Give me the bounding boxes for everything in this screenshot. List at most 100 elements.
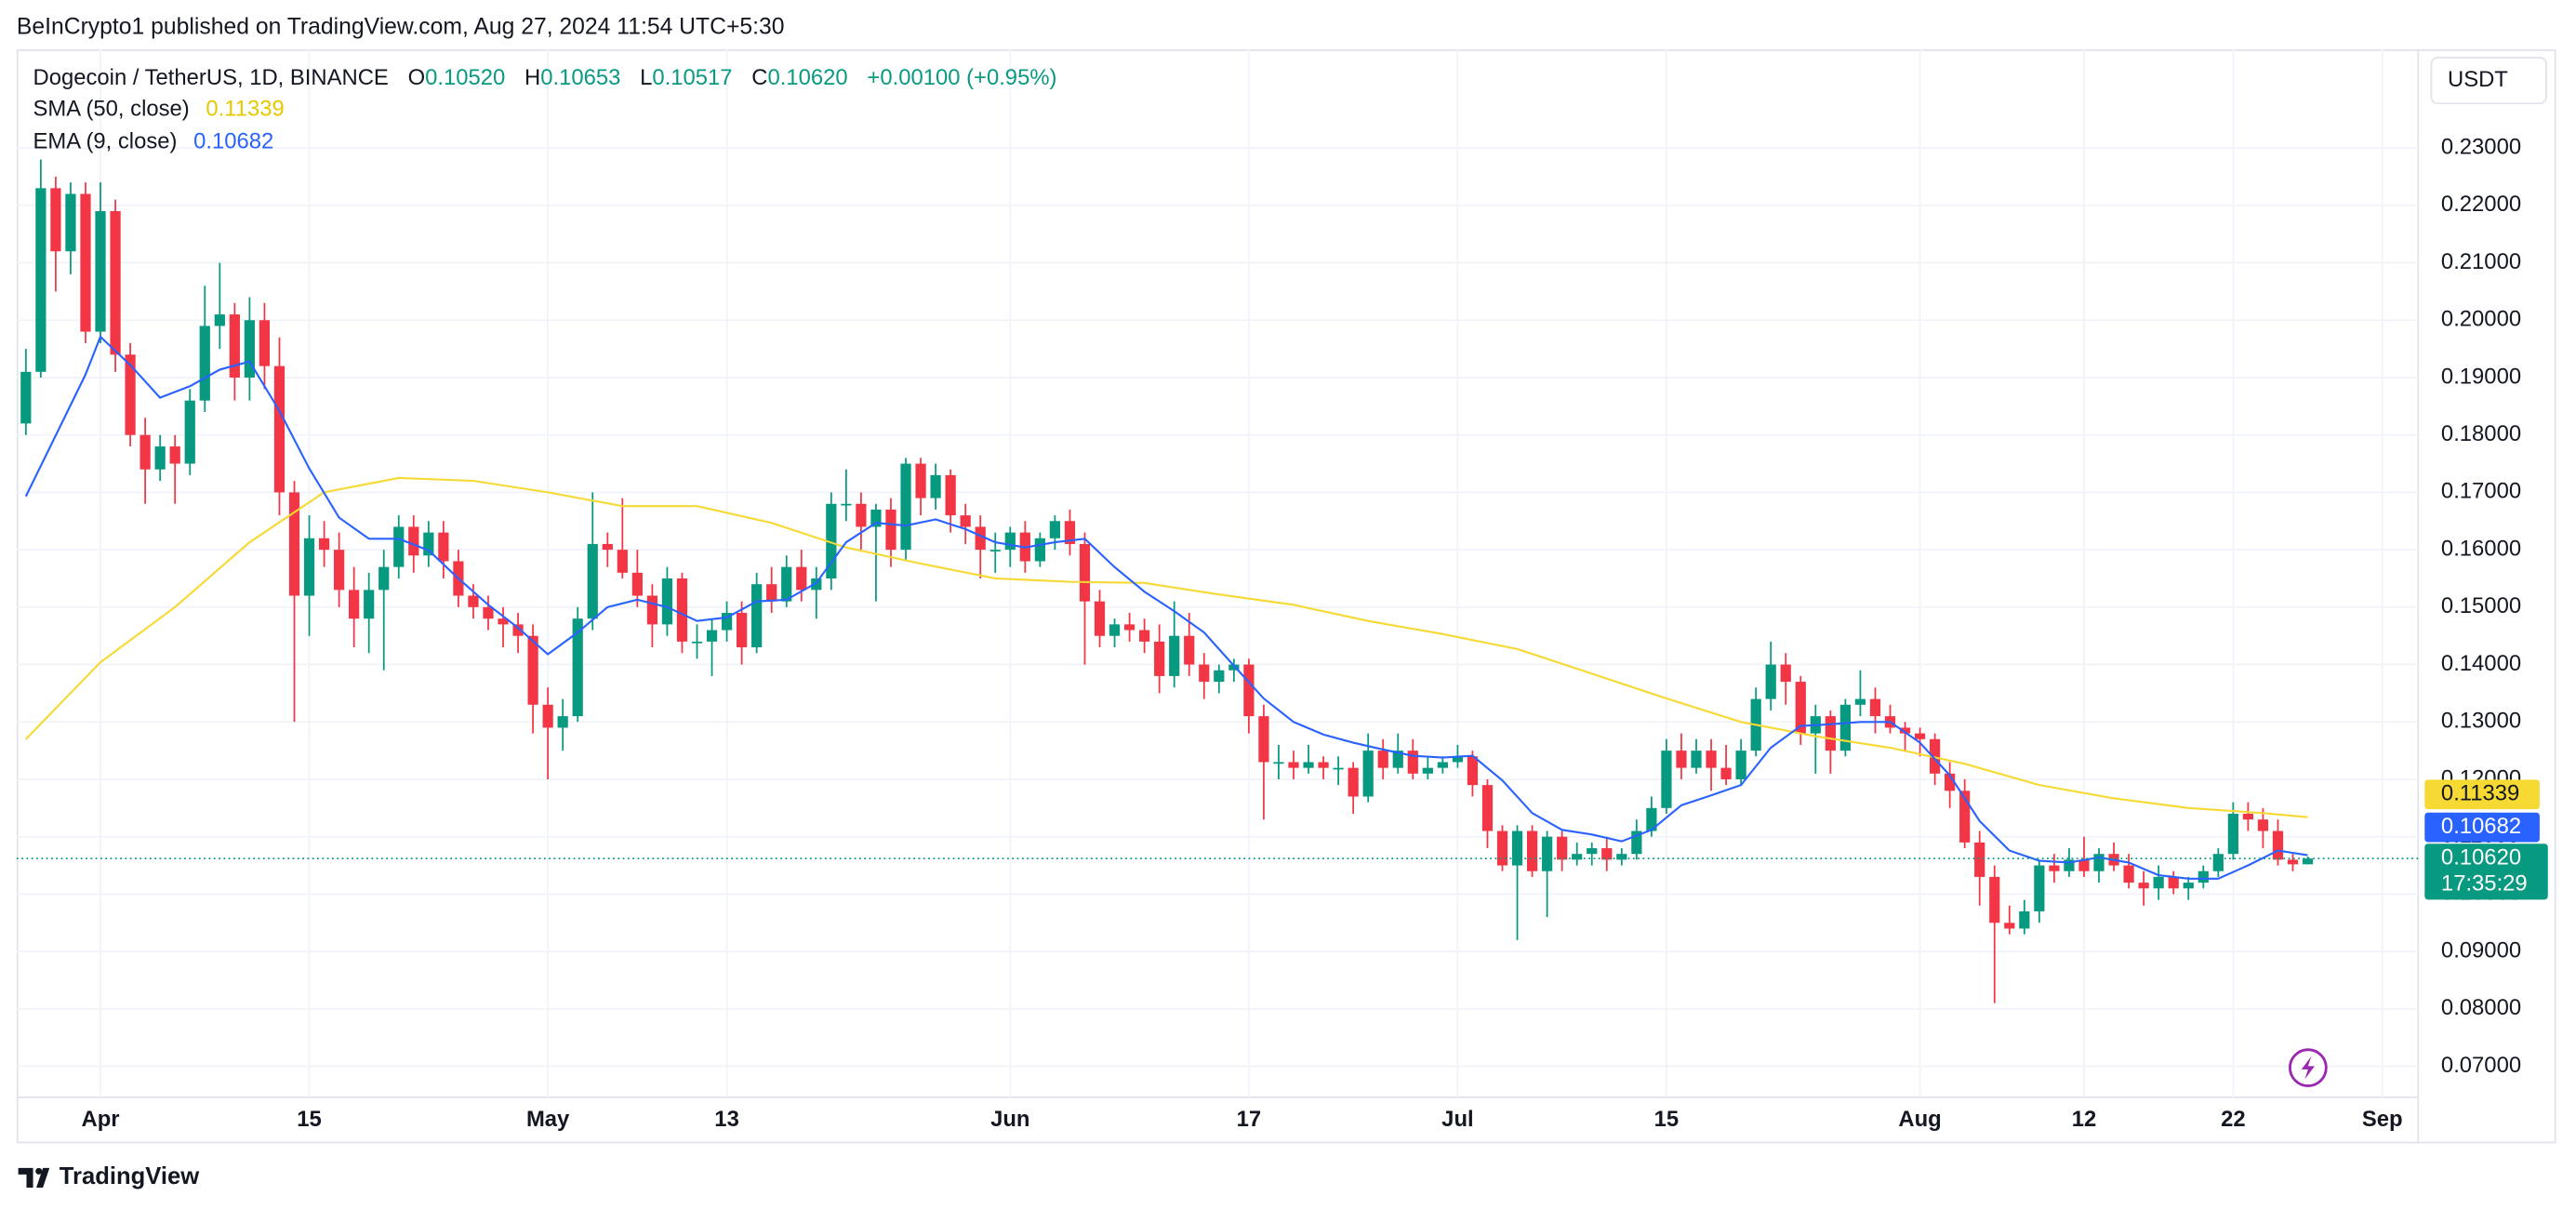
candle-body <box>2123 865 2134 884</box>
candle-body <box>900 463 911 551</box>
candle-body <box>1572 854 1583 860</box>
candle-body <box>2138 883 2149 889</box>
candle-body <box>870 509 882 527</box>
candle-body <box>1407 751 1418 774</box>
candle-body <box>1228 664 1240 671</box>
candle-body <box>199 326 210 401</box>
candle-body <box>393 526 405 567</box>
candle-body <box>1557 836 1568 860</box>
y-tick-label: 0.09000 <box>2441 937 2521 963</box>
l-value: 0.10517 <box>652 65 732 90</box>
candle-body <box>1691 751 1702 768</box>
candle-body <box>930 474 941 498</box>
candle-body <box>1839 704 1851 751</box>
candle-body <box>1377 751 1388 768</box>
candle-body <box>303 538 315 596</box>
candle-body <box>1854 698 1866 705</box>
candle-body <box>2019 910 2030 929</box>
candle-body <box>646 595 658 625</box>
overlay-badge-label: 0.11339 <box>2441 781 2519 806</box>
candle-body <box>1109 624 1121 636</box>
candle-body <box>1452 756 1464 763</box>
candle-body <box>1348 767 1359 797</box>
candle-body <box>945 474 956 516</box>
candle-body <box>1199 664 1210 683</box>
candle-body <box>1467 756 1479 786</box>
candle-body <box>631 572 643 596</box>
y-tick-label: 0.07000 <box>2441 1053 2521 1078</box>
x-tick-label: 15 <box>297 1107 322 1132</box>
brand: TradingView <box>60 1163 199 1189</box>
candle-body <box>1437 762 1448 768</box>
y-tick-label: 0.19000 <box>2441 364 2521 389</box>
candle-body <box>229 314 240 378</box>
y-tick-label: 0.15000 <box>2441 593 2521 618</box>
y-tick-label: 0.21000 <box>2441 249 2521 274</box>
candle-body <box>1945 773 1956 791</box>
candle-body <box>50 188 61 252</box>
candle-body <box>1154 641 1165 676</box>
h-value: 0.10653 <box>540 65 620 90</box>
candle-body <box>796 566 807 591</box>
sma-name: SMA (50, close) <box>33 97 190 122</box>
candle-body <box>691 641 703 644</box>
candle-body <box>259 320 271 366</box>
candle-body <box>1049 521 1061 538</box>
candle-body <box>1318 762 1329 768</box>
candle-body <box>781 566 792 602</box>
l: L <box>640 65 652 90</box>
countdown: 17:35:29 <box>2441 871 2528 897</box>
x-tick-label: 13 <box>714 1107 739 1132</box>
candle-body <box>378 566 390 591</box>
candle-body <box>587 543 598 619</box>
candle-body <box>1914 733 1926 739</box>
candle-body <box>169 446 180 464</box>
candle-body <box>1587 848 1598 855</box>
symbol: Dogecoin / TetherUS, 1D, BINANCE <box>33 65 389 90</box>
candle-body <box>602 543 613 551</box>
candle-body <box>2302 858 2314 865</box>
y-tick-label: 0.13000 <box>2441 709 2521 734</box>
candle-body <box>349 590 360 619</box>
currency-button[interactable] <box>2430 56 2547 105</box>
close-badge-label: 0.10620 <box>2441 844 2521 870</box>
candle-body <box>1139 630 1150 642</box>
candle-body <box>2287 859 2299 865</box>
candle-body <box>1392 751 1403 768</box>
candle-body <box>572 618 583 717</box>
candle-body <box>438 532 449 562</box>
o: O <box>408 65 426 90</box>
candle-body <box>527 635 538 705</box>
candle-body <box>65 193 76 252</box>
lightning-icon[interactable] <box>2289 1048 2328 1087</box>
candle-body <box>2064 859 2075 871</box>
candle-body <box>110 211 121 355</box>
change: +0.00100 (+0.95%) <box>867 65 1056 90</box>
tradingview-logo: TradingView <box>18 1163 199 1189</box>
candle-body <box>617 550 628 573</box>
candle-body <box>1362 751 1374 797</box>
candle-body <box>1661 751 1672 808</box>
candle-body <box>1258 716 1269 763</box>
candle-body <box>1795 682 1806 734</box>
candle-body <box>1496 830 1508 866</box>
currency-label[interactable]: USDT <box>2448 67 2508 92</box>
close-badge <box>2424 844 2548 900</box>
candle-body <box>35 188 46 372</box>
y-tick-label: 0.20000 <box>2441 307 2521 332</box>
x-tick-label: 15 <box>1654 1107 1680 1132</box>
candle-body <box>1333 767 1344 770</box>
candle-body <box>1825 716 1836 751</box>
candle-body <box>1243 664 1255 717</box>
candle-body <box>2198 870 2209 884</box>
candle-body <box>841 503 852 506</box>
candle-body <box>1288 762 1299 768</box>
candle-body <box>2153 876 2164 889</box>
candle-body <box>273 365 285 493</box>
chart-frame <box>16 48 2556 1144</box>
candle-body <box>125 354 136 435</box>
candle-body <box>1706 751 1717 768</box>
candle-body <box>1959 790 1971 843</box>
candle-body <box>1631 830 1642 855</box>
